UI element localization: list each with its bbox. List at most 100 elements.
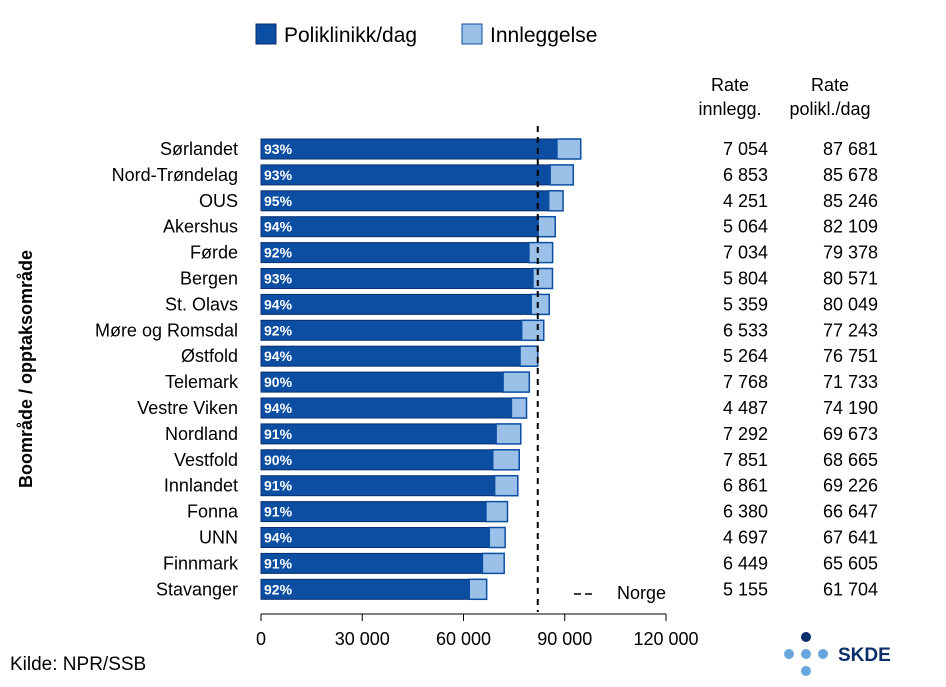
legend-label-innleggelse: Innleggelse (490, 24, 597, 47)
bars (260, 138, 582, 601)
category-labels: Sørlandet Nord-Trøndelag OUS Akershus Førde B… (95, 139, 239, 599)
bar-innleggelse (549, 164, 575, 186)
percent-label: 93% (264, 167, 293, 183)
bar-poliklinikk (260, 475, 496, 497)
logo-dot-bottom (801, 666, 811, 676)
rate-innlegg-cell: 7 054 (723, 139, 768, 159)
category-label: Nord-Trøndelag (112, 165, 238, 185)
bar-innleggelse (491, 449, 520, 471)
percent-label: 90% (264, 374, 293, 390)
category-label: Møre og Romsdal (95, 320, 238, 340)
reference-legend: Norge (574, 583, 666, 603)
bar-innleggelse (537, 215, 556, 238)
rate-innlegg-cell: 5 264 (723, 346, 768, 366)
rate-innlegg-cell: 6 449 (723, 553, 768, 573)
bar-poliklinikk (260, 293, 532, 315)
rate-polikl-cell: 67 641 (823, 528, 878, 548)
bar-poliklinikk (260, 552, 483, 574)
y-axis-title: Boområde / opptaksområde (16, 250, 36, 488)
bar-poliklinikk (260, 397, 512, 419)
x-tick-label: 60 000 (436, 629, 491, 649)
logo-text: SKDE (838, 645, 891, 666)
category-label: Vestfold (174, 450, 238, 470)
bar-innleggelse (547, 190, 564, 212)
bar-innleggelse (485, 500, 509, 523)
reference-legend-label: Norge (617, 583, 666, 603)
x-axis: 0 30 000 60 000 90 000 120 000 (256, 613, 699, 649)
bar-innleggelse (510, 397, 528, 419)
category-label: Førde (190, 243, 238, 263)
rate-innlegg-cell: 6 533 (723, 320, 768, 340)
logo-dot-left (784, 649, 794, 659)
rate-polikl-cell: 74 190 (823, 398, 878, 418)
rate-polikl-cell: 77 243 (823, 320, 878, 340)
x-tick-label: 0 (256, 629, 266, 649)
percent-label: 90% (264, 452, 293, 468)
category-label: Innlandet (164, 476, 238, 496)
percent-label: 94% (264, 296, 293, 312)
bar-poliklinikk (260, 242, 530, 264)
percent-label: 92% (264, 322, 293, 338)
percent-label: 94% (264, 400, 293, 416)
header-polikl-line2: polikl./dag (789, 99, 870, 119)
rate-innlegg-cell: 5 359 (723, 294, 768, 314)
percent-label: 94% (264, 348, 293, 364)
percent-labels: 93% 93% 95% 94% 92% 93% 94% 92% 94% 90% 94% 91% 90% 9… (264, 141, 293, 597)
bar-innleggelse (520, 319, 545, 342)
x-tick-label: 120 000 (633, 629, 698, 649)
rate-polikl-cell: 80 571 (823, 269, 878, 289)
bar-poliklinikk (260, 423, 497, 445)
rate-polikl-cell: 69 673 (823, 424, 878, 444)
category-label: Vestre Viken (137, 398, 238, 418)
rate-polikl-cell: 76 751 (823, 346, 878, 366)
percent-label: 95% (264, 193, 293, 209)
rate-polikl-cell: 85 678 (823, 165, 878, 185)
bar-poliklinikk (260, 501, 487, 523)
rate-innlegg-cell: 5 804 (723, 269, 768, 289)
bar-innleggelse (481, 552, 505, 575)
bar-innleggelse (530, 293, 551, 316)
logo-dot-top (801, 632, 811, 642)
rate-innlegg-cell: 4 251 (723, 191, 768, 211)
category-label: Telemark (165, 372, 239, 392)
rate-innlegg-cell: 7 851 (723, 450, 768, 470)
bar-innleggelse (468, 578, 488, 601)
rate-polikl-cell: 65 605 (823, 553, 878, 573)
x-tick-label: 90 000 (537, 629, 592, 649)
table-header: Rate innlegg. Rate polikl./dag (698, 75, 870, 119)
rate-polikl-cell: 85 246 (823, 191, 878, 211)
bar-poliklinikk (260, 268, 534, 289)
rate-innlegg-cell: 4 697 (723, 528, 768, 548)
bar-innleggelse (556, 138, 582, 160)
percent-label: 93% (264, 271, 293, 287)
category-label: St. Olavs (165, 294, 238, 314)
bar-innleggelse (532, 267, 554, 290)
rate-innlegg-cell: 7 292 (723, 424, 768, 444)
rate-polikl-cell: 68 665 (823, 450, 878, 470)
rate-innlegg-cell: 4 487 (723, 398, 768, 418)
category-label: Nordland (165, 424, 238, 444)
source-note: Kilde: NPR/SSB (10, 654, 146, 675)
percent-label: 94% (264, 530, 293, 546)
bar-innleggelse (528, 241, 554, 264)
rate-innlegg-cell: 6 861 (723, 476, 768, 496)
legend-swatch-poliklinikk (255, 23, 277, 45)
bar-poliklinikk (260, 138, 558, 160)
rate-innlegg-cell: 7 768 (723, 372, 768, 392)
rate-polikl-cell: 66 647 (823, 502, 878, 522)
rate-polikl-cell: 82 109 (823, 217, 878, 237)
bar-innleggelse (493, 474, 519, 497)
bar-innleggelse (502, 371, 531, 393)
percent-label: 91% (264, 426, 293, 442)
category-label: UNN (199, 528, 238, 548)
rate-polikl-cell: 79 378 (823, 243, 878, 263)
category-label: Sørlandet (160, 139, 238, 159)
bar-innleggelse (519, 345, 539, 367)
header-polikl-line1: Rate (811, 75, 849, 95)
bar-innleggelse (495, 423, 522, 445)
logo-dot-center (801, 649, 811, 659)
bar-innleggelse (488, 526, 506, 549)
bar-poliklinikk (260, 319, 523, 341)
rate-innlegg-cell: 6 380 (723, 502, 768, 522)
